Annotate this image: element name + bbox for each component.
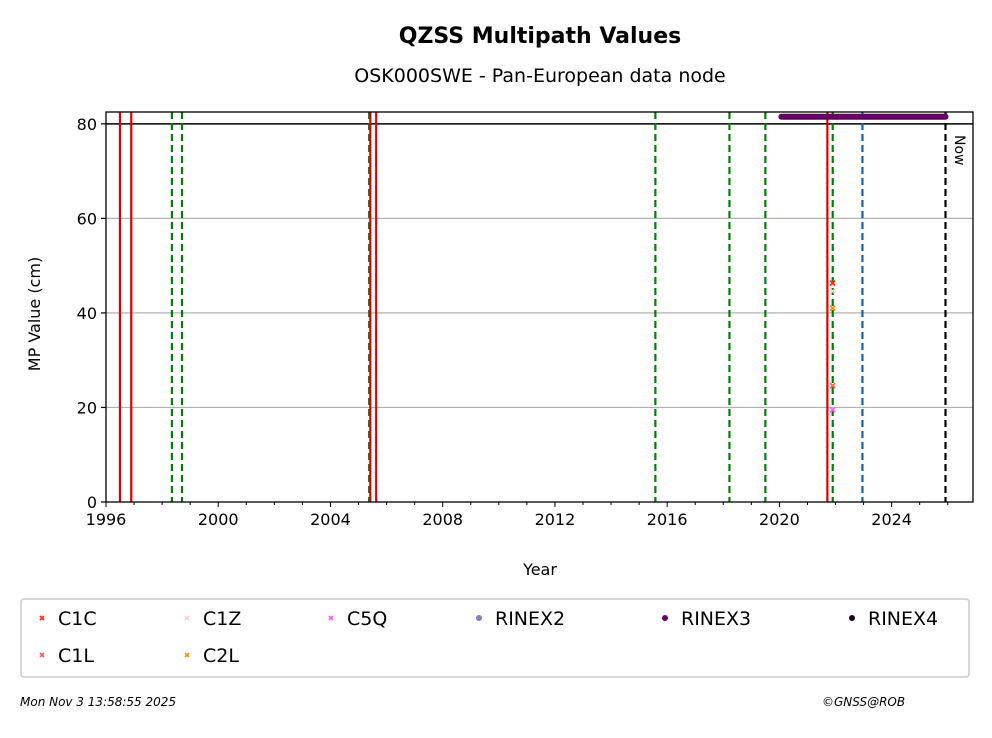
data-point-c1c xyxy=(829,280,836,287)
legend-label-c1c: C1C xyxy=(58,608,97,630)
plot-frame xyxy=(105,111,974,503)
data-point-c1z xyxy=(829,288,836,295)
x-tick-label: 2004 xyxy=(310,510,351,529)
data-point-c1l xyxy=(829,382,836,389)
legend-marker-c1l xyxy=(39,652,45,658)
x-tick-label: 2012 xyxy=(535,510,576,529)
legend-label-rinex2: RINEX2 xyxy=(495,608,565,630)
y-tick-label: 60 xyxy=(77,209,97,228)
legend-marker-rinex2 xyxy=(476,615,482,621)
legend-label-rinex3: RINEX3 xyxy=(681,608,751,630)
legend-marker-c1c xyxy=(39,615,45,621)
x-tick-label: 2000 xyxy=(198,510,239,529)
x-tick-label: 1996 xyxy=(86,510,127,529)
timestamp: Mon Nov 3 13:58:55 2025 xyxy=(20,695,177,709)
x-tick-label: 2020 xyxy=(759,510,800,529)
legend-label-c5q: C5Q xyxy=(347,608,387,630)
x-tick-label: 2016 xyxy=(647,510,688,529)
x-tick-label: 2008 xyxy=(422,510,463,529)
legend-marker-rinex4 xyxy=(849,615,855,621)
legend-marker-c1z xyxy=(184,615,190,621)
legend-label-rinex4: RINEX4 xyxy=(868,608,938,630)
chart-subtitle: OSK000SWE - Pan-European data node xyxy=(354,65,725,87)
data-point-c5q xyxy=(829,406,836,413)
legend-label-c1l: C1L xyxy=(58,645,94,667)
legend-box xyxy=(20,598,970,678)
y-tick-label: 80 xyxy=(77,115,97,134)
y-tick-label: 40 xyxy=(77,304,97,323)
legend-marker-c5q xyxy=(328,615,334,621)
legend-marker-rinex3 xyxy=(662,615,668,621)
chart-title: QZSS Multipath Values xyxy=(399,24,682,49)
data-point-c2l xyxy=(829,305,836,312)
y-axis-label: MP Value (cm) xyxy=(25,257,44,371)
legend-marker-c2l xyxy=(184,652,190,658)
credit: ©GNSS@ROB xyxy=(822,695,906,709)
legend-label-c2l: C2L xyxy=(203,645,239,667)
y-tick-label: 0 xyxy=(87,493,97,512)
legend-label-c1z: C1Z xyxy=(203,608,241,630)
y-tick-label: 20 xyxy=(77,398,97,417)
now-label: Now xyxy=(951,135,967,166)
x-tick-label: 2024 xyxy=(871,510,912,529)
x-axis-label: Year xyxy=(522,560,557,579)
